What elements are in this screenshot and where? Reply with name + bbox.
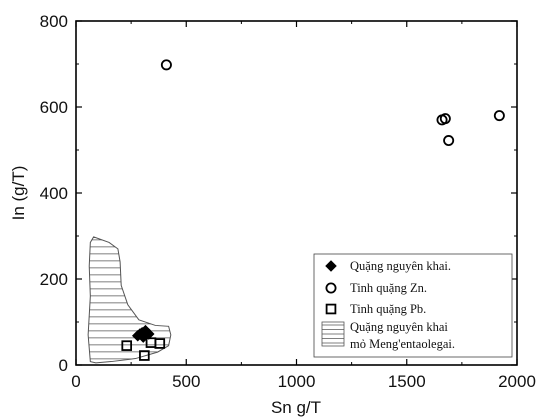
y-tick-label: 600: [40, 98, 68, 117]
legend-label-region-line2: mỏ Meng'entaolegai.: [350, 337, 455, 351]
tinh-quang-pb-point: [154, 338, 166, 349]
tinh-quang-pb-point: [145, 337, 157, 348]
tinh-quang-pb-point: [121, 340, 133, 351]
y-tick-label: 200: [40, 270, 68, 289]
legend-label-region-line1: Quặng nguyên khai: [350, 320, 448, 334]
tinh-quang-pb-point: [139, 350, 150, 361]
legend-marker-tinh-quang-pb: [325, 303, 337, 315]
x-tick-label: 2000: [498, 372, 536, 391]
legend-markers: [321, 260, 345, 347]
x-axis-title: Sn g/T: [271, 398, 321, 417]
legend-label-raw-ore: Quặng nguyên khai.: [350, 259, 451, 273]
tinh-quang-zn-point: [493, 110, 505, 122]
y-tick-label: 800: [40, 12, 68, 31]
y-tick-label: 400: [40, 184, 68, 203]
x-tick-label: 0: [71, 372, 80, 391]
legend-label-pb-concentrate: Tinh quặng Pb.: [350, 302, 426, 316]
axis-ticks: 0 500 1000 1500 2000 0 200 400 600 800: [40, 12, 536, 391]
x-tick-label: 1500: [388, 372, 426, 391]
quang-nguyen-khai-point: [134, 328, 146, 340]
data-points: [121, 59, 505, 361]
y-tick-label: 0: [59, 356, 68, 375]
tinh-quang-zn-point: [443, 135, 455, 147]
region-layer: [87, 236, 172, 364]
legend-marker-tinh-quang-zn: [325, 282, 337, 294]
tinh-quang-zn-point: [439, 113, 451, 125]
legend: Quặng nguyên khai. Tinh quặng Zn. Tinh q…: [313, 253, 513, 358]
x-tick-label: 500: [172, 372, 200, 391]
legend-marker-quang-nguyen-khai: [325, 260, 337, 272]
region-outline: [87, 236, 172, 364]
legend-box: [313, 253, 513, 358]
tinh-quang-zn-point: [160, 59, 172, 71]
legend-label-zn-concentrate: Tinh quặng Zn.: [350, 281, 427, 295]
y-axis-title: In (g/T): [9, 166, 28, 221]
x-tick-label: 1000: [278, 372, 316, 391]
